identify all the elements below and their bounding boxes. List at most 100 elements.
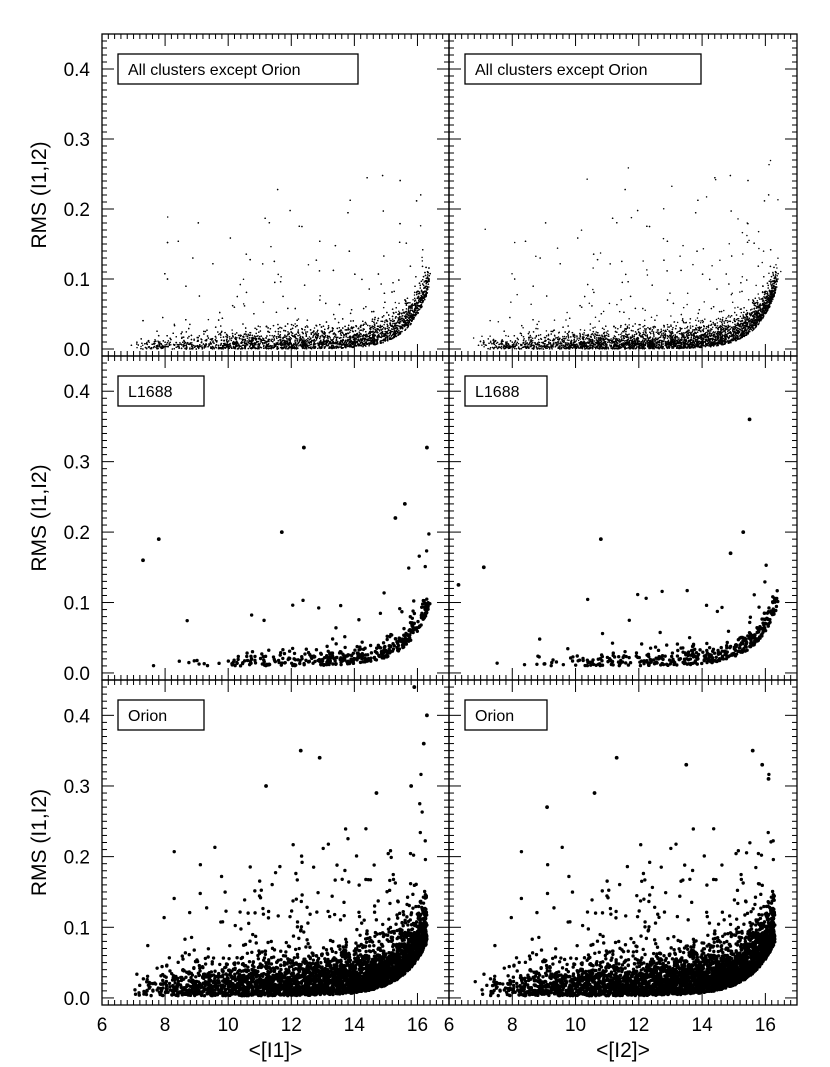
data-point [400, 326, 403, 328]
data-point [263, 342, 266, 344]
data-point [419, 225, 422, 227]
data-point [395, 335, 398, 338]
data-point [393, 335, 396, 338]
data-point [158, 344, 161, 347]
data-point [286, 341, 289, 344]
data-point [342, 327, 344, 329]
data-point [371, 320, 374, 322]
data-point [366, 177, 368, 179]
data-point [255, 332, 257, 335]
data-point [191, 342, 193, 344]
data-point [344, 329, 347, 331]
data-point [157, 341, 160, 343]
data-point [235, 332, 238, 334]
data-point [405, 317, 407, 319]
data-point [397, 334, 399, 336]
data-point [415, 275, 417, 278]
data-point [357, 338, 360, 340]
data-point [419, 284, 422, 287]
data-point [219, 332, 221, 335]
data-point [418, 308, 421, 311]
data-point [384, 327, 387, 330]
data-point [277, 330, 280, 333]
data-point [371, 325, 374, 327]
data-point [317, 332, 320, 335]
data-point [302, 339, 304, 342]
data-point [146, 343, 149, 346]
data-point [281, 340, 283, 343]
data-point [182, 344, 185, 346]
data-point [214, 326, 217, 328]
data-point [270, 340, 273, 342]
data-point [312, 346, 314, 349]
data-point [267, 330, 269, 333]
data-point [200, 341, 203, 343]
data-point [355, 344, 358, 347]
data-point [294, 337, 297, 339]
data-point [419, 287, 421, 289]
data-point [217, 346, 220, 348]
data-point [404, 322, 406, 324]
data-point [185, 343, 188, 345]
data-point [271, 334, 273, 337]
data-point [384, 321, 386, 324]
data-point [284, 330, 287, 332]
data-point [192, 257, 194, 259]
data-point [393, 332, 395, 334]
data-point [343, 334, 345, 337]
data-point [186, 346, 188, 348]
data-point [223, 339, 225, 342]
data-point [239, 348, 242, 350]
data-point [174, 343, 176, 346]
data-point [310, 333, 313, 336]
data-point [258, 335, 261, 338]
data-point [304, 326, 307, 328]
data-point [395, 324, 397, 327]
data-point [288, 337, 290, 340]
data-point [368, 336, 371, 339]
data-point [264, 217, 266, 220]
data-point [392, 333, 395, 335]
data-point [379, 326, 381, 328]
data-point [397, 321, 399, 323]
data-point [321, 334, 323, 337]
data-point [365, 323, 367, 325]
data-point [355, 324, 357, 327]
data-point [387, 328, 390, 331]
data-point [245, 291, 248, 294]
data-point [268, 331, 271, 333]
data-point [259, 338, 261, 341]
data-point [418, 282, 421, 284]
data-point [360, 339, 362, 342]
data-point [175, 336, 177, 338]
data-point [299, 335, 302, 338]
data-point [296, 324, 298, 327]
data-point [313, 333, 315, 335]
data-point [306, 331, 309, 333]
data-point [290, 323, 293, 326]
data-point [321, 341, 323, 344]
data-point [398, 320, 401, 322]
data-point [404, 299, 406, 301]
data-point [230, 339, 232, 342]
data-point [421, 283, 424, 285]
data-point [257, 340, 259, 343]
data-point [403, 321, 405, 324]
data-point [202, 343, 205, 345]
data-point [420, 297, 422, 300]
data-point [245, 333, 247, 336]
data-point [319, 299, 321, 301]
data-point [393, 329, 396, 331]
data-point [148, 341, 150, 344]
data-point [372, 330, 374, 333]
data-point [363, 339, 366, 342]
data-point [384, 320, 386, 322]
data-point [415, 303, 417, 305]
data-point [277, 273, 279, 276]
data-point [253, 313, 255, 315]
data-point [362, 320, 364, 323]
data-point [418, 292, 421, 295]
data-point [406, 297, 409, 299]
data-point [298, 225, 301, 227]
data-point [325, 302, 327, 305]
